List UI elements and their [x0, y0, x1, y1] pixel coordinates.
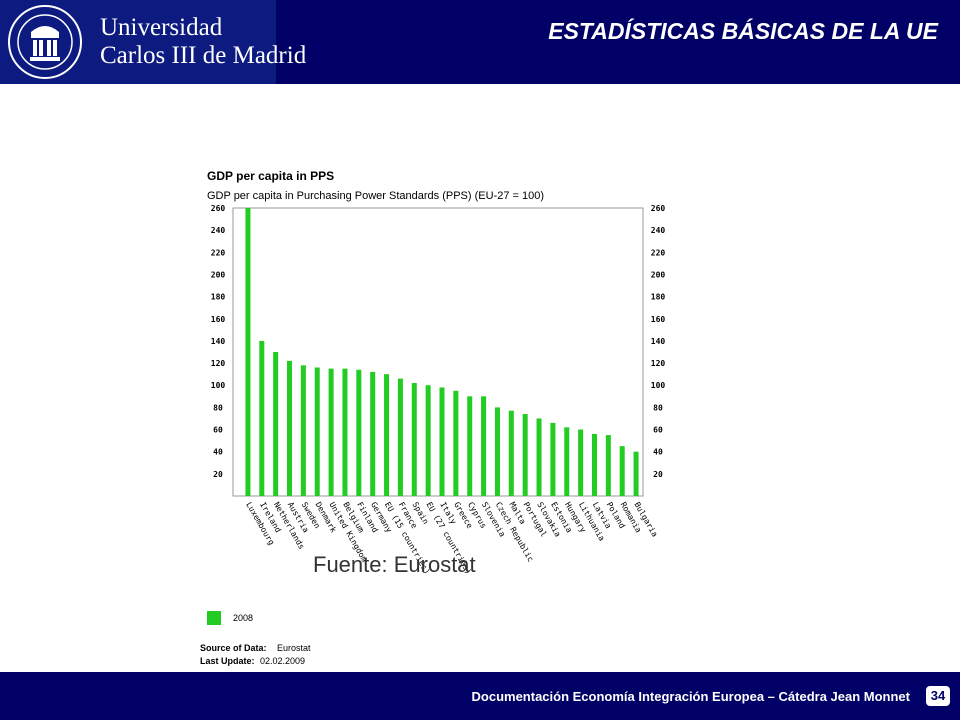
- bar: [370, 371, 376, 496]
- footer-text: Documentación Economía Integración Europ…: [471, 689, 910, 704]
- bar: [245, 208, 251, 496]
- page-number: 34: [926, 686, 950, 706]
- bar: [300, 365, 306, 496]
- y-tick-label-left: 180: [211, 293, 226, 302]
- y-tick-label-right: 140: [651, 337, 666, 346]
- y-tick-label-left: 160: [211, 315, 226, 324]
- y-tick-label-right: 260: [651, 204, 666, 213]
- bar: [605, 435, 611, 496]
- y-tick-label-left: 220: [211, 248, 226, 257]
- y-tick-label-left: 120: [211, 359, 226, 368]
- y-tick-label-left: 260: [211, 204, 226, 213]
- university-logo: Universidad Carlos III de Madrid: [0, 0, 306, 84]
- bar: [425, 385, 431, 496]
- y-tick-label-right: 120: [651, 359, 666, 368]
- y-tick-label-right: 20: [653, 470, 663, 479]
- bar: [564, 427, 570, 496]
- chart-subtitle: GDP per capita in Purchasing Power Stand…: [207, 190, 544, 202]
- bar: [384, 374, 390, 496]
- bar: [633, 451, 639, 496]
- bar: [439, 387, 445, 496]
- y-tick-label-left: 200: [211, 270, 226, 279]
- y-tick-label-left: 60: [213, 426, 223, 435]
- bar: [536, 418, 542, 496]
- y-tick-label-right: 160: [651, 315, 666, 324]
- university-seal-icon: [8, 5, 82, 79]
- bar: [481, 396, 487, 496]
- legend-swatch: [207, 611, 221, 625]
- gdp-bar-chart: GDP per capita in PPS GDP per capita in …: [200, 169, 666, 666]
- slide-header: Universidad Carlos III de Madrid ESTADÍS…: [0, 0, 960, 84]
- bar: [453, 390, 459, 496]
- slide-footer: Documentación Economía Integración Europ…: [0, 672, 960, 720]
- bar: [619, 446, 625, 496]
- y-axis-left: 20 40 60 80 100 120 140 160 180 200 220 240 260: [211, 204, 226, 479]
- y-tick-label-right: 240: [651, 226, 666, 235]
- bar: [522, 414, 528, 496]
- slide-title: ESTADÍSTICAS BÁSICAS DE LA UE: [548, 18, 938, 44]
- bar: [356, 369, 362, 496]
- bar: [591, 433, 597, 496]
- y-tick-label-left: 20: [213, 470, 223, 479]
- update-value: 02.02.2009: [260, 656, 305, 666]
- source-annotation: Fuente: Eurostat: [313, 552, 476, 577]
- y-tick-label-right: 200: [651, 270, 666, 279]
- y-tick-label-right: 40: [653, 448, 663, 457]
- y-tick-label-right: 180: [651, 293, 666, 302]
- bars: [245, 208, 639, 496]
- source-value: Eurostat: [277, 643, 311, 653]
- bar: [550, 422, 556, 496]
- bar: [467, 396, 473, 496]
- y-tick-label-right: 80: [653, 403, 663, 412]
- update-label: Last Update:: [200, 656, 255, 666]
- source-label: Source of Data:: [200, 643, 267, 653]
- y-tick-label-left: 100: [211, 381, 226, 390]
- bar: [287, 360, 293, 496]
- bar: [578, 429, 584, 496]
- bar: [397, 378, 403, 496]
- y-tick-label-right: 220: [651, 248, 666, 257]
- y-axis-right: 20 40 60 80 100 120 140 160 180 200 220 240 260: [651, 204, 666, 479]
- y-tick-label-left: 240: [211, 226, 226, 235]
- university-name-line1: Universidad: [100, 14, 223, 41]
- bar: [314, 367, 320, 496]
- y-tick-label-right: 100: [651, 381, 666, 390]
- bar: [342, 368, 348, 496]
- chart-title: GDP per capita in PPS: [207, 169, 334, 183]
- bar: [328, 368, 334, 496]
- y-tick-label-left: 40: [213, 448, 223, 457]
- bar: [273, 352, 279, 496]
- bar: [259, 340, 265, 496]
- university-name-line2: Carlos III de Madrid: [100, 42, 307, 69]
- legend-label: 2008: [233, 613, 253, 623]
- y-tick-label-left: 80: [213, 403, 223, 412]
- y-tick-label-right: 60: [653, 426, 663, 435]
- bar: [508, 410, 514, 496]
- y-tick-label-left: 140: [211, 337, 226, 346]
- bar: [411, 383, 417, 496]
- bar: [494, 407, 500, 496]
